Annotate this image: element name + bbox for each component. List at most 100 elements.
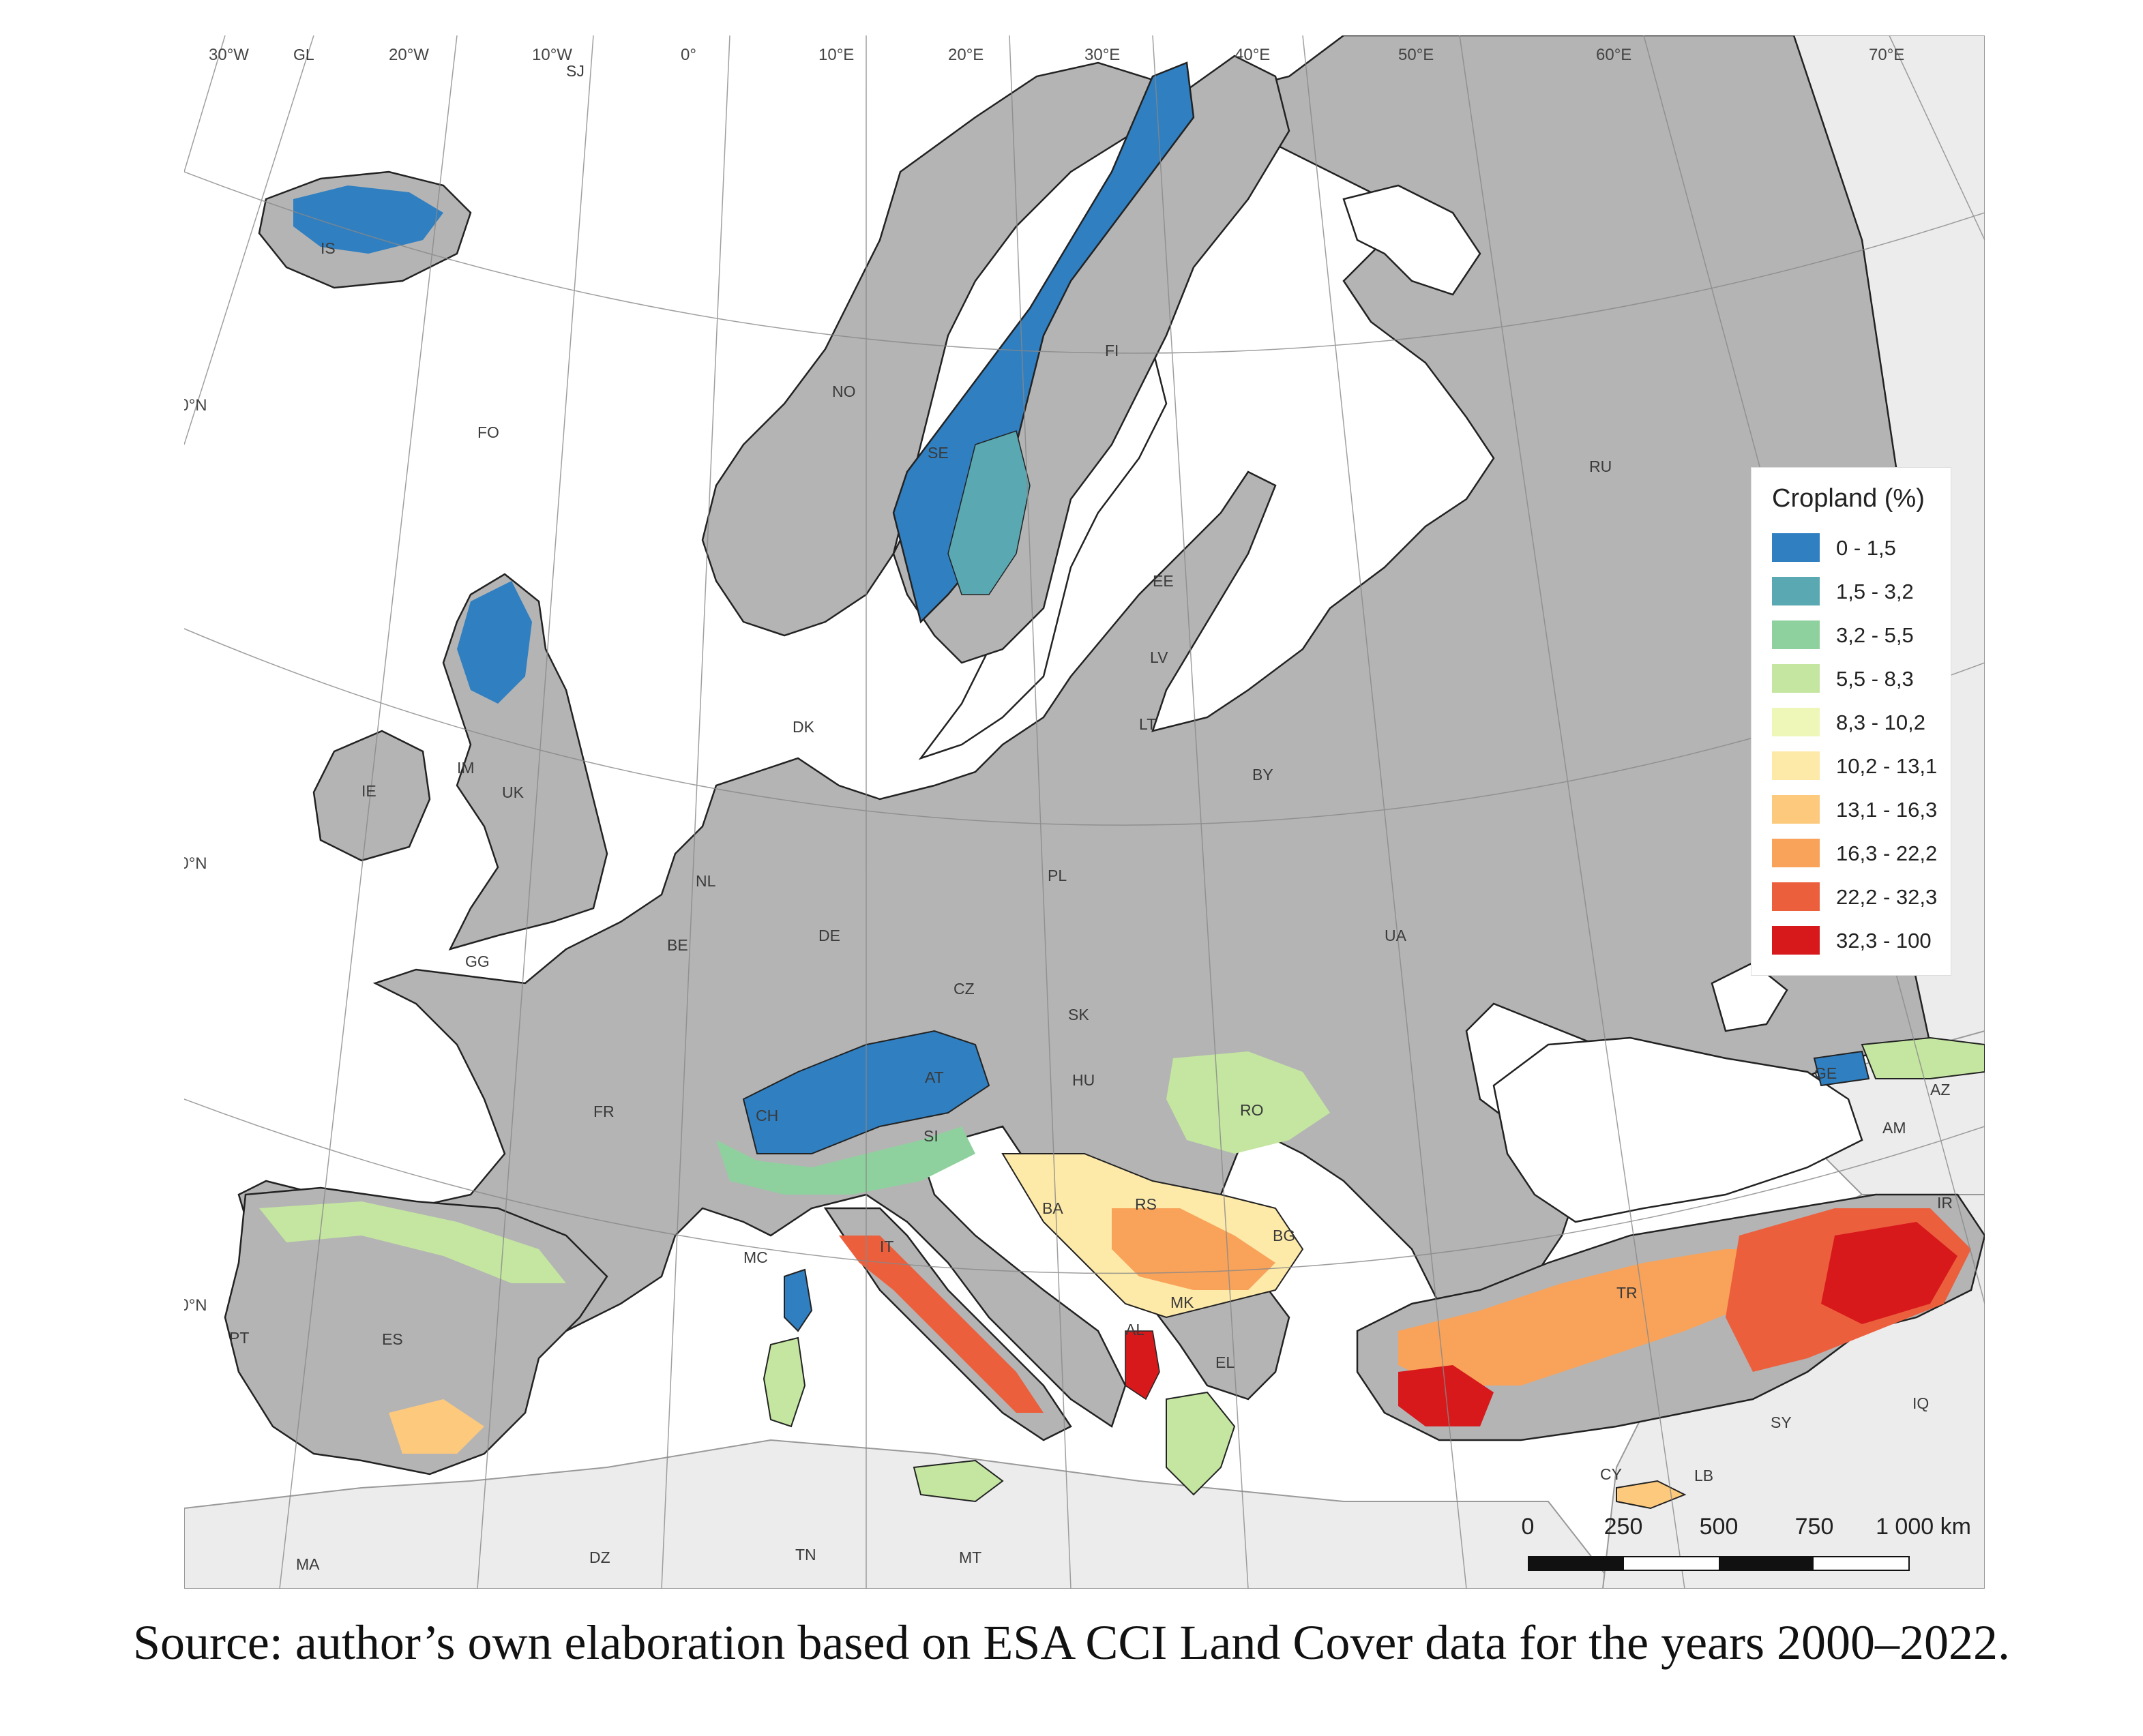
scale-bar-track (1528, 1556, 1910, 1571)
legend-label: 13,1 - 16,3 (1836, 798, 1938, 822)
legend-swatch (1772, 664, 1820, 693)
land-corsica (784, 1268, 813, 1332)
graticule-lat-labels: 60°N 50°N 40°N (184, 396, 207, 1315)
land-alps-green (716, 1126, 975, 1195)
scale-label: 1 000 km (1876, 1514, 1971, 1540)
country-label: FO (477, 423, 499, 441)
legend-item: 0 - 1,5 (1772, 533, 1949, 563)
land-sardinia (763, 1336, 806, 1428)
land-greece-green (1166, 1391, 1236, 1496)
country-label: MT (959, 1548, 981, 1566)
legend-item: 13,1 - 16,3 (1772, 795, 1949, 825)
legend-swatch (1772, 708, 1820, 736)
country-label: TN (795, 1546, 816, 1563)
land-outside-north-africa (184, 1439, 1618, 1589)
legend-label: 8,3 - 10,2 (1836, 710, 1925, 734)
land-sicily (913, 1459, 1004, 1503)
country-label: CH (756, 1107, 778, 1124)
land-caucasus-blue (1813, 1050, 1870, 1087)
country-label: GG (465, 953, 490, 970)
legend-item: 3,2 - 5,5 (1772, 620, 1949, 650)
lon-label: 30°E (1084, 46, 1120, 64)
country-label: AT (925, 1068, 944, 1086)
country-label: GL (293, 46, 314, 63)
country-label: IM (457, 759, 475, 777)
country-label: MA (296, 1555, 320, 1573)
lon-label: 10°E (818, 46, 854, 64)
country-label: RS (1135, 1195, 1157, 1213)
country-label: EE (1153, 572, 1174, 590)
lon-label: 60°E (1596, 46, 1631, 64)
country-label: LT (1139, 715, 1156, 733)
country-label: NO (832, 383, 856, 400)
land-italy-orange (839, 1236, 1044, 1413)
figure-caption: Source: author’s own elaboration based o… (132, 1615, 2011, 1670)
scale-segment (1719, 1557, 1814, 1570)
country-label: SI (923, 1127, 939, 1145)
country-label: UK (502, 783, 524, 801)
scale-label: 0 (1521, 1514, 1535, 1540)
country-label: SK (1068, 1006, 1089, 1023)
country-label: FR (593, 1103, 615, 1120)
country-label: BA (1042, 1199, 1063, 1217)
land-romania-mixed (1166, 1051, 1330, 1154)
country-label: SE (928, 444, 949, 462)
country-label: MC (743, 1248, 768, 1266)
legend-label: 32,3 - 100 (1836, 929, 1932, 953)
legend-label: 22,2 - 32,3 (1836, 885, 1938, 909)
country-label: LV (1150, 648, 1168, 666)
country-label: AZ (1930, 1081, 1950, 1098)
lat-label: 40°N (184, 1296, 207, 1315)
legend-swatch (1772, 533, 1820, 562)
legend-label: 3,2 - 5,5 (1836, 623, 1914, 647)
cropland-map: 30°W 20°W 10°W 0° 10°E 20°E 30°E 40°E 50… (184, 35, 1985, 1589)
lon-label: 20°E (948, 46, 984, 64)
legend-label: 16,3 - 22,2 (1836, 841, 1938, 865)
country-label: NL (696, 872, 716, 890)
land-albania-red (1125, 1330, 1160, 1401)
white-sea (1342, 184, 1481, 296)
black-sea (1492, 1036, 1863, 1223)
land-scotland-blue (457, 581, 532, 704)
legend-swatch (1772, 795, 1820, 824)
legend-swatch (1772, 882, 1820, 911)
country-label: CZ (954, 980, 975, 998)
country-label: IQ (1912, 1394, 1929, 1412)
legend-label: 1,5 - 3,2 (1836, 580, 1914, 603)
scale-label: 250 (1603, 1514, 1643, 1540)
country-label: EL (1215, 1353, 1235, 1371)
graticule (184, 35, 1985, 1589)
land-turkey-deep-red (1821, 1222, 1957, 1324)
map-frame: 30°W 20°W 10°W 0° 10°E 20°E 30°E 40°E 50… (184, 35, 1985, 1589)
legend-swatch (1772, 751, 1820, 780)
legend-swatch (1772, 926, 1820, 955)
country-label: AL (1125, 1321, 1144, 1338)
legend-label: 10,2 - 13,1 (1836, 754, 1938, 778)
lon-label: 10°W (532, 46, 572, 64)
country-label: IT (880, 1238, 893, 1255)
land-cyprus (1616, 1480, 1687, 1510)
country-label: DK (793, 718, 815, 736)
lon-label: 40°E (1235, 46, 1270, 64)
country-label: DZ (589, 1548, 610, 1566)
country-label: PT (229, 1329, 249, 1347)
country-label: UA (1385, 927, 1407, 944)
land-norway-south-teal (947, 430, 1031, 595)
country-label: AM (1882, 1119, 1906, 1137)
legend-item: 32,3 - 100 (1772, 926, 1949, 956)
scale-segment (1624, 1557, 1719, 1570)
country-label: ES (382, 1330, 403, 1348)
graticule-lon-labels: 30°W 20°W 10°W 0° 10°E 20°E 30°E 40°E 50… (209, 46, 1904, 64)
legend-item: 1,5 - 3,2 (1772, 577, 1949, 607)
country-label: BG (1273, 1227, 1295, 1244)
lon-label: 0° (681, 46, 696, 64)
scale-segment (1814, 1557, 1908, 1570)
country-label: GE (1814, 1064, 1837, 1082)
legend-label: 5,5 - 8,3 (1836, 667, 1914, 691)
land-iberia-green (259, 1201, 566, 1283)
country-label: CY (1600, 1465, 1622, 1483)
country-label: SY (1771, 1413, 1792, 1431)
country-label: HU (1072, 1071, 1095, 1089)
country-label: IR (1937, 1194, 1953, 1212)
country-label: RO (1240, 1101, 1264, 1119)
